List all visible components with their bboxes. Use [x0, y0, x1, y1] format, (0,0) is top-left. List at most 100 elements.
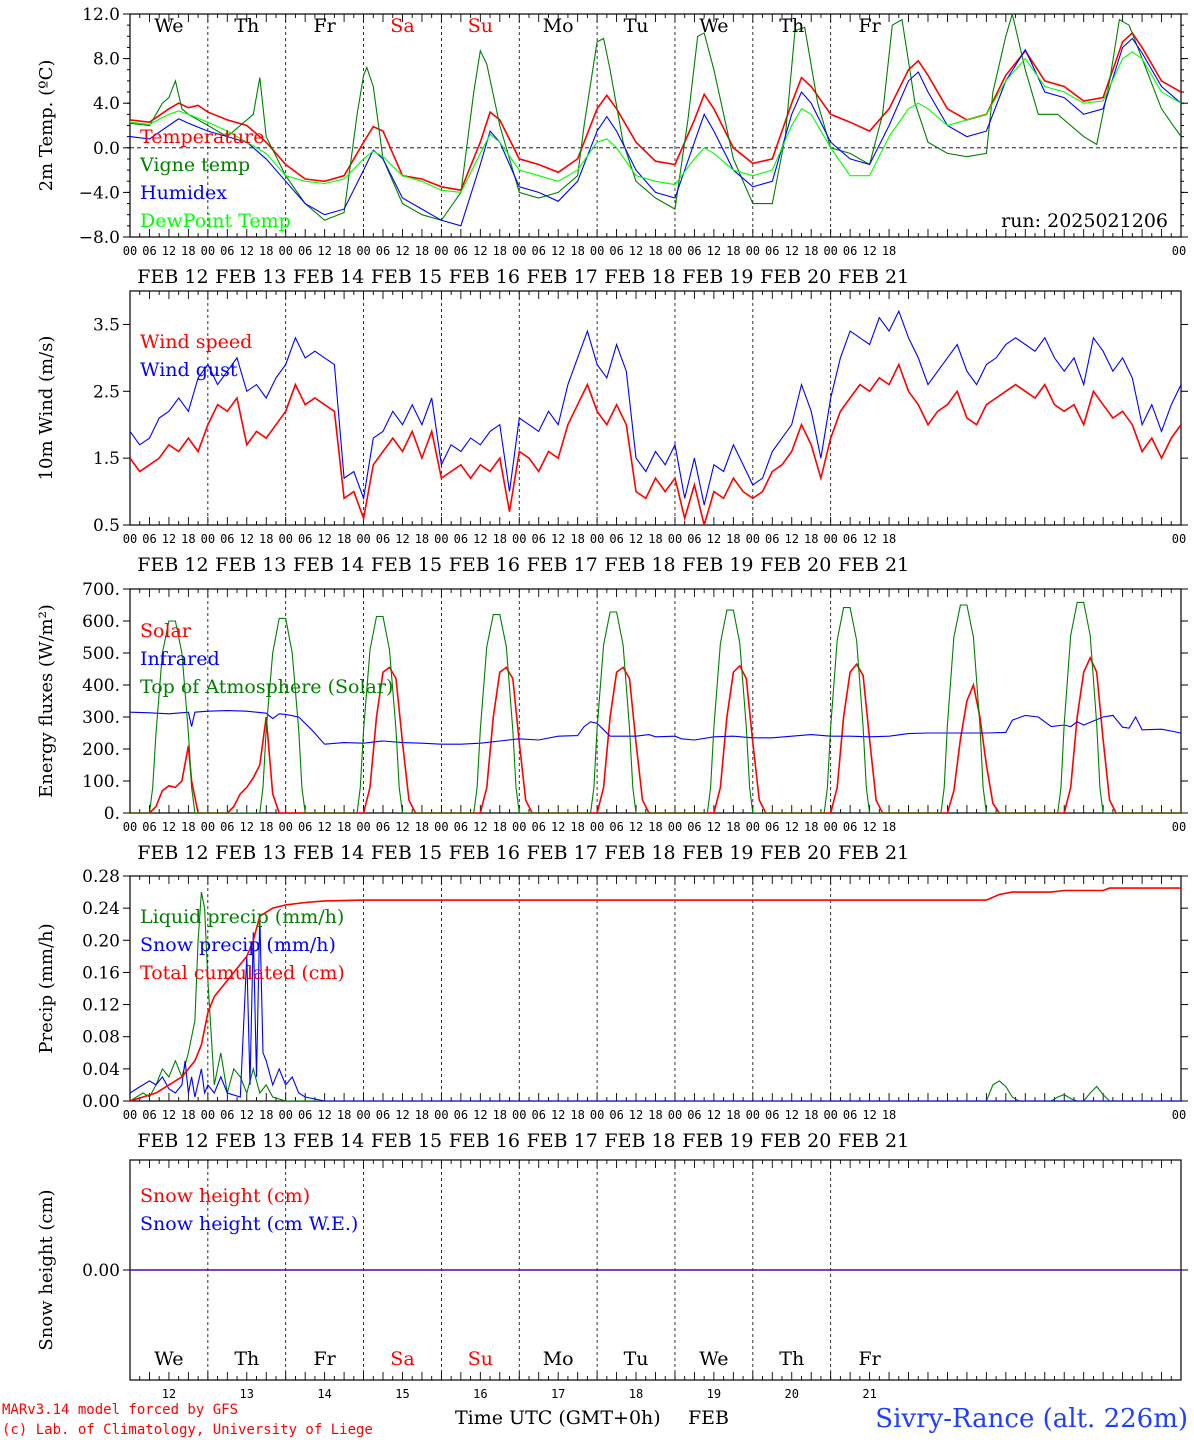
- y-tick-label: −8.0: [79, 228, 120, 248]
- legend-entry: Vigne temp: [139, 154, 250, 176]
- date-label: FEB 18: [604, 842, 675, 864]
- weekday-label: Tu: [624, 1348, 649, 1370]
- hour-label: 00: [201, 532, 215, 546]
- hour-label: 06: [142, 532, 156, 546]
- hour-label: 00: [746, 1108, 760, 1122]
- hour-label: 12: [162, 820, 176, 834]
- hour-label: 12: [240, 532, 254, 546]
- panel-temp: 12.0 8.0 4.0 0.0 −4.0 −8.0 2m Temp. (ºC) Temper…: [36, 5, 1188, 288]
- hour-label: 06: [454, 820, 468, 834]
- date-label: FEB 13: [215, 1130, 286, 1152]
- y-axis-label: 10m Wind (m/s): [36, 336, 57, 481]
- hour-label: 00: [278, 244, 292, 258]
- hour-label: 06: [687, 820, 701, 834]
- hour-label: 00: [1172, 1108, 1186, 1122]
- date-label: FEB 19: [682, 842, 753, 864]
- hour-label: 12: [317, 1108, 331, 1122]
- hour-label: 00: [590, 1108, 604, 1122]
- hour-label: 00: [668, 532, 682, 546]
- date-label: FEB 16: [449, 266, 520, 288]
- weekday-label: Fr: [858, 15, 881, 37]
- hour-label: 00: [512, 244, 526, 258]
- panel-precip: 0.28 0.24 0.20 0.16 0.12 0.08 0.04 0.00 Precip (…: [36, 867, 1188, 1152]
- date-label: FEB 20: [760, 842, 831, 864]
- hour-label: 00: [668, 820, 682, 834]
- hour-label: 12: [317, 532, 331, 546]
- y-tick-label: −4.0: [79, 183, 120, 203]
- weekday-label: Sa: [390, 1348, 414, 1370]
- weekday-label: Fr: [858, 1348, 881, 1370]
- hour-label: 00: [1172, 532, 1186, 546]
- legend-entry: Snow height (cm W.E.): [140, 1213, 358, 1235]
- hour-label: 00: [512, 820, 526, 834]
- hour-label: 00: [356, 1108, 370, 1122]
- y-axis-label: Energy fluxes (W/m²): [36, 604, 57, 798]
- y-tick-label: 0.00: [82, 1261, 120, 1281]
- hour-label: 18: [882, 532, 896, 546]
- date-label: FEB 14: [293, 266, 364, 288]
- hour-label: 18: [570, 1108, 584, 1122]
- hour-label: 12: [240, 244, 254, 258]
- series-line-vigne-temp: [130, 14, 1181, 221]
- date-label: FEB 21: [838, 1130, 909, 1152]
- hour-label: 12: [240, 1108, 254, 1122]
- weekday-label: Fr: [313, 15, 336, 37]
- hour-label: 12: [551, 1108, 565, 1122]
- y-tick-label: 0.00: [82, 1092, 120, 1112]
- y-tick-label: 0.04: [82, 1060, 120, 1080]
- hour-label: 18: [181, 820, 195, 834]
- date-label: FEB 12: [137, 266, 208, 288]
- hour-label: 06: [765, 244, 779, 258]
- hour-label: 06: [687, 244, 701, 258]
- date-label: FEB 21: [838, 554, 909, 576]
- hour-label: 18: [570, 244, 584, 258]
- hour-label: 00: [356, 244, 370, 258]
- hour-label: 18: [493, 532, 507, 546]
- hour-label: 06: [765, 532, 779, 546]
- hour-label: 00: [668, 244, 682, 258]
- hour-label: 12: [162, 244, 176, 258]
- hour-label: 06: [609, 820, 623, 834]
- series-line-snow-precip-mm-h: [130, 916, 1181, 1101]
- series-line-solar: [130, 655, 1181, 813]
- hour-label: 06: [609, 1108, 623, 1122]
- date-label: FEB 14: [293, 1130, 364, 1152]
- hour-label: 12: [395, 532, 409, 546]
- hour-label: 18: [726, 532, 740, 546]
- date-label: FEB 13: [215, 266, 286, 288]
- hour-label: 06: [843, 820, 857, 834]
- y-tick-label: 0.16: [82, 963, 120, 983]
- hour-label: 00: [668, 1108, 682, 1122]
- hour-label: 18: [259, 532, 273, 546]
- hour-label: 12: [317, 244, 331, 258]
- hour-label: 12: [551, 820, 565, 834]
- hour-label: 06: [843, 244, 857, 258]
- hour-label: 00: [123, 820, 137, 834]
- hour-label: 06: [298, 820, 312, 834]
- time-axis-label: Time UTC (GMT+0h): [455, 1407, 661, 1429]
- hour-label: 18: [648, 244, 662, 258]
- hour-label: 00: [590, 820, 604, 834]
- hour-label: 00: [823, 532, 837, 546]
- day-number-label: 19: [707, 1387, 721, 1401]
- hour-label: 18: [882, 244, 896, 258]
- weekday-label: Su: [468, 15, 493, 37]
- plot-frame: [129, 588, 1182, 814]
- hour-label: 12: [629, 244, 643, 258]
- hour-label: 18: [804, 820, 818, 834]
- series-line-liquid-precip-mm-h: [130, 891, 1181, 1101]
- series-line-dewpoint-temp: [130, 51, 1181, 193]
- y-tick-label: 200.: [82, 740, 120, 760]
- legend-entry: Liquid precip (mm/h): [140, 906, 344, 928]
- hour-label: 18: [337, 532, 351, 546]
- hour-label: 12: [862, 244, 876, 258]
- legend-entry: Solar: [140, 620, 192, 642]
- hour-label: 18: [181, 244, 195, 258]
- weekday-label: We: [154, 1348, 183, 1370]
- hour-label: 12: [707, 532, 721, 546]
- hour-label: 06: [531, 532, 545, 546]
- y-tick-label: 400.: [82, 676, 120, 696]
- hour-label: 06: [298, 1108, 312, 1122]
- copyright-credit: (c) Lab. of Climatology, University of L…: [2, 1422, 373, 1438]
- hour-label: 12: [551, 244, 565, 258]
